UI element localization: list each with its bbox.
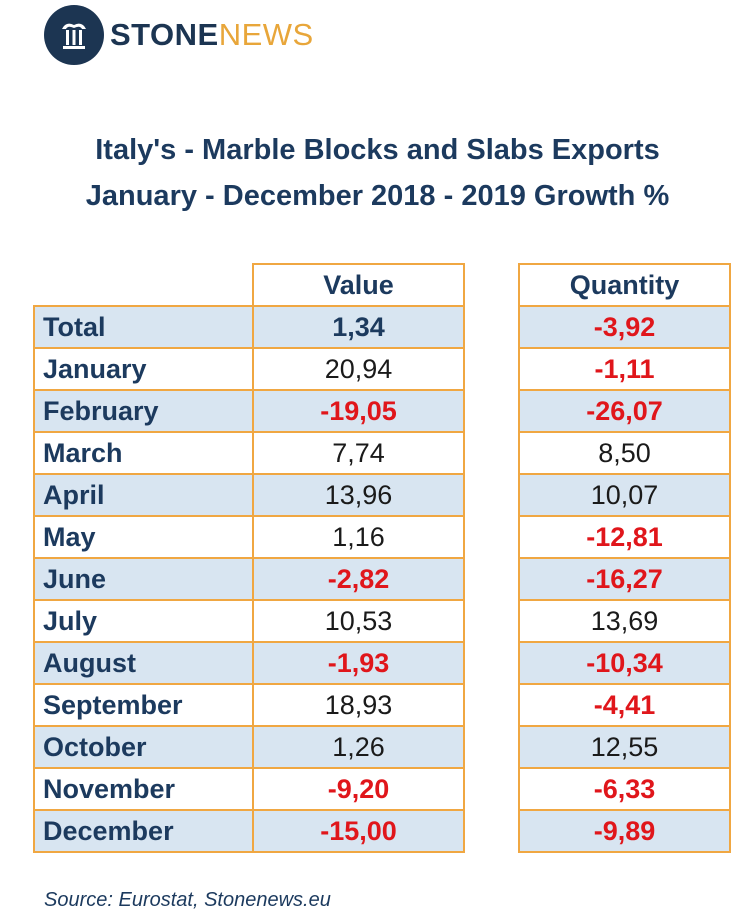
row-label: March — [33, 431, 254, 475]
table-row: January 20,94 — [33, 347, 465, 391]
quantity-cell: -3,92 — [518, 305, 731, 349]
value-cell: -15,00 — [252, 809, 465, 853]
row-label: December — [33, 809, 254, 853]
quantity-cell: -26,07 — [518, 389, 731, 433]
table-row: -3,92 — [518, 305, 731, 349]
quantity-table: Quantity -3,92 -1,11 -26,07 8,50 10,07 -12,81-… — [518, 263, 731, 853]
logo-word-news: NEWS — [218, 17, 314, 52]
quantity-cell: -9,89 — [518, 809, 731, 853]
row-label: November — [33, 767, 254, 811]
row-label: August — [33, 641, 254, 685]
quantity-cell: 12,55 — [518, 725, 731, 769]
table-row: -26,07 — [518, 389, 731, 433]
header-blank-cell — [34, 264, 253, 306]
chart-title-line1: Italy's - Marble Blocks and Slabs Export… — [95, 134, 660, 166]
table-row: 8,50 — [518, 431, 731, 475]
row-label: July — [33, 599, 254, 643]
row-label: April — [33, 473, 254, 517]
table-row: July 10,53 — [33, 599, 465, 643]
table-row: -12,81 — [518, 515, 731, 559]
chart-title-line2: January - December 2018 - 2019 Growth % — [85, 180, 670, 212]
value-cell: 1,26 — [252, 725, 465, 769]
value-cell: -2,82 — [252, 557, 465, 601]
logo-word-stone: STONE — [110, 17, 219, 52]
quantity-cell: -12,81 — [518, 515, 731, 559]
value-cell: 18,93 — [252, 683, 465, 727]
table-row: February -19,05 — [33, 389, 465, 433]
value-cell: -1,93 — [252, 641, 465, 685]
table-header-row: Quantity — [518, 263, 731, 307]
source-note: Source: Eurostat, Stonenews.eu — [44, 889, 331, 911]
table-row: December -15,00 — [33, 809, 465, 853]
table-row: -4,41 — [518, 683, 731, 727]
value-cell: 1,34 — [252, 305, 465, 349]
quantity-cell: -6,33 — [518, 767, 731, 811]
stonenews-logo: STONENEWS — [44, 4, 314, 66]
row-label: June — [33, 557, 254, 601]
row-label: October — [33, 725, 254, 769]
quantity-cell: -1,11 — [518, 347, 731, 391]
quantity-cell: 10,07 — [518, 473, 731, 517]
table-header-row: Value — [34, 263, 465, 307]
column-header-value: Value — [252, 263, 465, 307]
row-label: September — [33, 683, 254, 727]
table-row: 12,55 — [518, 725, 731, 769]
row-label: February — [33, 389, 254, 433]
row-label: Total — [33, 305, 254, 349]
logo-emblem-icon — [44, 5, 104, 65]
quantity-cell: 13,69 — [518, 599, 731, 643]
quantity-cell: 8,50 — [518, 431, 731, 475]
table-row: -10,34 — [518, 641, 731, 685]
quantity-cell: -4,41 — [518, 683, 731, 727]
value-table: Value Total 1,34 January 20,94 February -19,05… — [33, 263, 465, 853]
table-row: 13,69 — [518, 599, 731, 643]
table-row: -9,89 — [518, 809, 731, 853]
table-row: 10,07 — [518, 473, 731, 517]
value-cell: -19,05 — [252, 389, 465, 433]
table-row: September 18,93 — [33, 683, 465, 727]
quantity-cell: -16,27 — [518, 557, 731, 601]
table-row: November -9,20 — [33, 767, 465, 811]
table-row: -16,27 — [518, 557, 731, 601]
logo-wordmark: STONENEWS — [110, 17, 314, 53]
value-cell: 10,53 — [252, 599, 465, 643]
value-cell: -9,20 — [252, 767, 465, 811]
table-row: Total 1,34 — [33, 305, 465, 349]
table-row: March 7,74 — [33, 431, 465, 475]
table-row: -6,33 — [518, 767, 731, 811]
value-cell: 7,74 — [252, 431, 465, 475]
table-row: June -2,82 — [33, 557, 465, 601]
value-cell: 1,16 — [252, 515, 465, 559]
table-row: April 13,96 — [33, 473, 465, 517]
row-label: May — [33, 515, 254, 559]
table-row: August -1,93 — [33, 641, 465, 685]
table-row: May 1,16 — [33, 515, 465, 559]
row-label: January — [33, 347, 254, 391]
value-cell: 20,94 — [252, 347, 465, 391]
quantity-cell: -10,34 — [518, 641, 731, 685]
column-header-quantity: Quantity — [518, 263, 731, 307]
table-row: -1,11 — [518, 347, 731, 391]
table-row: October 1,26 — [33, 725, 465, 769]
value-cell: 13,96 — [252, 473, 465, 517]
